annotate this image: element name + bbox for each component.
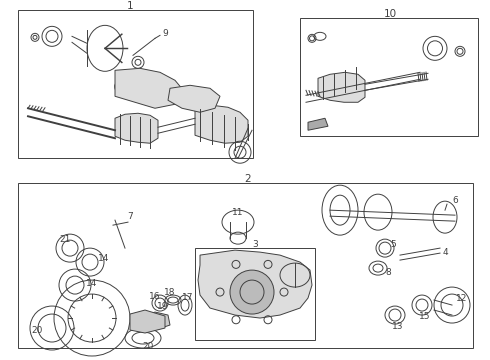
Bar: [18, 183, 473, 348]
Text: 2: 2: [245, 174, 251, 184]
Bar: [18, 10, 253, 158]
Polygon shape: [308, 118, 328, 130]
Text: 20: 20: [31, 325, 43, 334]
Text: 9: 9: [162, 29, 168, 38]
Text: 5: 5: [390, 240, 396, 249]
Text: 3: 3: [252, 240, 258, 249]
Text: 14: 14: [86, 279, 98, 288]
Circle shape: [230, 270, 274, 314]
Text: 13: 13: [392, 321, 404, 330]
Text: 20: 20: [142, 342, 154, 351]
Text: 12: 12: [456, 293, 467, 302]
Bar: [195, 248, 315, 340]
Polygon shape: [140, 312, 170, 330]
Polygon shape: [168, 85, 220, 112]
Polygon shape: [115, 113, 158, 143]
Text: 10: 10: [384, 9, 396, 19]
Polygon shape: [198, 250, 312, 318]
Text: 17: 17: [182, 293, 194, 302]
Polygon shape: [318, 72, 365, 102]
Text: 19: 19: [157, 302, 169, 311]
Polygon shape: [115, 68, 185, 108]
Text: 11: 11: [232, 208, 244, 217]
Polygon shape: [130, 310, 165, 333]
Text: 1: 1: [127, 1, 133, 12]
Text: 6: 6: [452, 196, 458, 205]
Text: 15: 15: [419, 311, 431, 320]
Polygon shape: [195, 105, 248, 143]
Text: 4: 4: [442, 248, 448, 257]
Bar: [300, 18, 478, 136]
Text: 16: 16: [149, 292, 161, 301]
Text: 14: 14: [98, 253, 110, 262]
Text: 7: 7: [127, 212, 133, 221]
Text: 18: 18: [164, 288, 176, 297]
Text: 8: 8: [385, 267, 391, 276]
Text: 21: 21: [59, 235, 71, 244]
